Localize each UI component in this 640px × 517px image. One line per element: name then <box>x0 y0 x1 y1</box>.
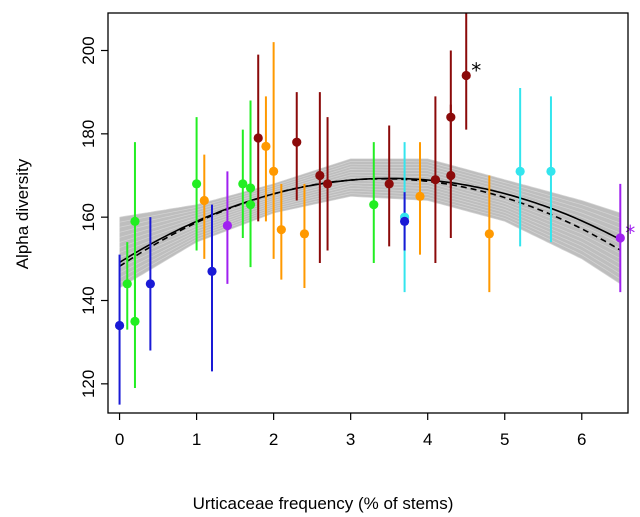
band-line <box>119 185 621 269</box>
band-line <box>119 166 621 233</box>
data-point <box>292 137 302 147</box>
band-line <box>119 161 621 223</box>
data-points <box>114 70 625 331</box>
y-tick-label: 160 <box>79 203 98 231</box>
band-line <box>119 190 621 279</box>
data-point <box>322 179 333 189</box>
data-point <box>269 166 279 176</box>
data-point <box>245 183 256 193</box>
error-bars <box>118 13 622 405</box>
y-axis: 120 140 160 180 200 <box>79 36 108 398</box>
data-point <box>299 229 310 239</box>
data-point <box>446 170 456 181</box>
y-tick-label: 200 <box>79 36 98 64</box>
data-point <box>245 200 256 210</box>
fit-curves <box>119 177 621 267</box>
data-point <box>615 233 625 243</box>
fit-curve-dashed <box>119 178 621 267</box>
band-line <box>119 182 621 264</box>
x-tick-label: 4 <box>423 430 432 449</box>
significance-marks: ** <box>471 59 635 246</box>
x-tick-label: 5 <box>500 430 509 449</box>
data-point <box>484 229 494 239</box>
data-point <box>276 225 286 235</box>
x-axis-title: Urticaceae frequency (% of stems) <box>193 494 454 513</box>
data-point <box>253 133 263 143</box>
x-axis: 0 1 2 3 4 5 6 <box>115 413 587 449</box>
data-point <box>238 179 248 189</box>
data-point <box>461 70 471 81</box>
band-line <box>119 193 621 284</box>
data-point <box>145 279 155 289</box>
significance-star: * <box>471 59 481 83</box>
data-point <box>122 279 132 289</box>
data-point <box>199 195 209 206</box>
band-line <box>119 179 621 258</box>
data-point <box>415 191 425 201</box>
data-point <box>384 179 394 189</box>
band-line <box>119 169 621 238</box>
x-tick-label: 1 <box>192 430 201 449</box>
x-tick-label: 3 <box>346 430 355 449</box>
x-tick-label: 2 <box>269 430 278 449</box>
y-tick-label: 180 <box>79 120 98 148</box>
data-point <box>546 166 556 176</box>
data-point <box>369 200 379 210</box>
plot-frame <box>107 12 629 414</box>
fit-curve-solid <box>119 177 621 264</box>
data-point <box>191 179 202 189</box>
data-point <box>446 112 456 122</box>
x-tick-label: 0 <box>115 430 124 449</box>
band-line <box>119 195 621 289</box>
x-tick-label: 6 <box>577 430 586 449</box>
data-point <box>315 170 325 181</box>
y-tick-label: 140 <box>79 286 98 314</box>
data-point <box>222 220 233 231</box>
data-point <box>399 216 410 226</box>
data-point <box>515 166 525 176</box>
data-point <box>207 266 217 276</box>
y-tick-label: 120 <box>79 370 98 398</box>
band-line <box>119 187 621 274</box>
data-point <box>130 216 140 226</box>
data-point <box>261 141 271 151</box>
band-line <box>119 171 621 243</box>
significance-star: * <box>625 221 635 245</box>
data-point <box>114 320 125 331</box>
y-axis-title: Alpha diversity <box>13 158 32 269</box>
data-point <box>430 175 441 185</box>
data-point <box>130 316 140 326</box>
band-line <box>119 163 621 228</box>
